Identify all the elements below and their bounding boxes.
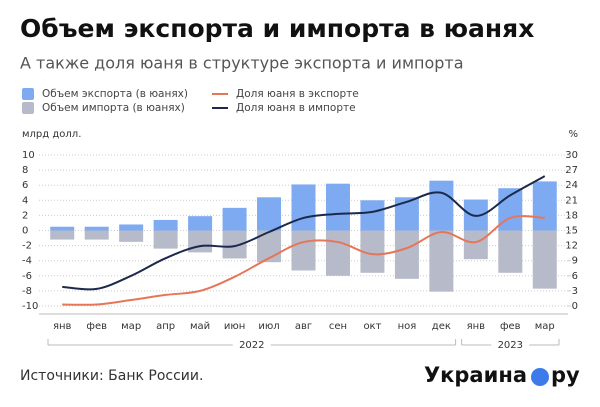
bar bbox=[532, 230, 557, 289]
y2-tick-label: 21 bbox=[565, 195, 578, 206]
logo-dot bbox=[531, 368, 549, 386]
x-tick-label: янв bbox=[467, 321, 486, 332]
y2-tick-label: 27 bbox=[565, 165, 578, 176]
chart-title: Объем экспорта и импорта в юанях bbox=[20, 14, 534, 43]
source: Источники: Банк России. bbox=[20, 368, 203, 384]
legend-label: Доля юаня в экспорте bbox=[236, 88, 359, 100]
bar bbox=[119, 230, 144, 242]
bar bbox=[463, 230, 488, 260]
legend-label: Объем импорта (в юанях) bbox=[42, 102, 185, 114]
x-tick-label: авг bbox=[295, 321, 312, 332]
year-label: 2023 bbox=[498, 340, 523, 351]
y-tick-label: -8 bbox=[22, 286, 32, 297]
x-tick-label: дек bbox=[432, 321, 451, 332]
y-tick-label: -4 bbox=[22, 256, 32, 267]
y2-axis-label: % bbox=[568, 129, 578, 140]
bar bbox=[325, 230, 350, 276]
legend-swatch bbox=[22, 88, 34, 100]
y-axis-label: млрд долл. bbox=[22, 129, 81, 140]
y2-tick-label: 9 bbox=[572, 256, 578, 267]
bar bbox=[153, 219, 178, 231]
x-tick-label: фев bbox=[500, 321, 521, 332]
y-tick-label: -10 bbox=[22, 301, 38, 312]
bar bbox=[429, 230, 454, 292]
y-tick-label: 0 bbox=[22, 226, 28, 237]
bar bbox=[50, 226, 75, 231]
bar bbox=[429, 180, 454, 231]
x-tick-label: ноя bbox=[398, 321, 417, 332]
legend-label: Доля юаня в импорте bbox=[236, 102, 356, 114]
y2-tick-label: 15 bbox=[565, 226, 578, 237]
bar bbox=[153, 230, 178, 249]
y2-tick-label: 0 bbox=[572, 301, 578, 312]
x-tick-label: июн bbox=[224, 321, 245, 332]
year-label-bg bbox=[491, 339, 530, 351]
y2-tick-label: 18 bbox=[565, 210, 578, 221]
bar bbox=[188, 216, 213, 231]
bar bbox=[498, 230, 523, 273]
line bbox=[62, 215, 545, 306]
x-tick-label: мар bbox=[535, 321, 555, 332]
bar bbox=[291, 184, 316, 231]
x-tick-label: мар bbox=[121, 321, 141, 332]
bar bbox=[84, 226, 109, 231]
bar bbox=[50, 230, 75, 240]
y2-tick-label: 12 bbox=[565, 241, 578, 252]
bar bbox=[119, 224, 144, 231]
bar bbox=[360, 200, 385, 231]
line bbox=[62, 175, 546, 291]
y-tick-label: -6 bbox=[22, 271, 32, 282]
bar bbox=[257, 197, 282, 231]
y-tick-label: 8 bbox=[22, 165, 28, 176]
x-tick-label: май bbox=[190, 321, 210, 332]
x-tick-label: фев bbox=[86, 321, 107, 332]
year-label: 2022 bbox=[239, 340, 264, 351]
bar bbox=[222, 207, 247, 231]
y2-tick-label: 6 bbox=[572, 271, 578, 282]
y-tick-label: 2 bbox=[22, 210, 28, 221]
bar bbox=[84, 230, 109, 240]
x-tick-label: окт bbox=[363, 321, 381, 332]
logo: Украина bbox=[424, 363, 527, 387]
y2-tick-label: 3 bbox=[572, 286, 578, 297]
bar bbox=[291, 230, 316, 271]
year-label-bg bbox=[232, 339, 271, 351]
x-tick-label: янв bbox=[53, 321, 72, 332]
legend-swatch bbox=[22, 102, 34, 114]
chart-subtitle: А также доля юаня в структуре экспорта и… bbox=[20, 54, 464, 73]
logo: ру bbox=[551, 363, 580, 387]
x-tick-label: июл bbox=[258, 321, 279, 332]
y2-tick-label: 30 bbox=[565, 150, 578, 161]
y-tick-label: 10 bbox=[22, 150, 35, 161]
x-tick-label: сен bbox=[329, 321, 347, 332]
y-tick-label: -2 bbox=[22, 241, 32, 252]
legend-label: Объем экспорта (в юанях) bbox=[42, 88, 188, 100]
bar bbox=[325, 183, 350, 231]
bar bbox=[532, 181, 557, 231]
x-tick-label: апр bbox=[156, 321, 175, 332]
y-tick-label: 4 bbox=[22, 195, 28, 206]
bar bbox=[394, 230, 419, 279]
y-tick-label: 6 bbox=[22, 180, 28, 191]
y2-tick-label: 24 bbox=[565, 180, 578, 191]
